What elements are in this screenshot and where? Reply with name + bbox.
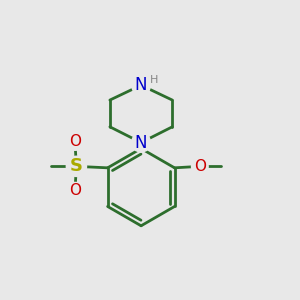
Circle shape bbox=[132, 133, 151, 152]
Circle shape bbox=[191, 158, 208, 175]
Text: O: O bbox=[69, 183, 81, 198]
Circle shape bbox=[132, 76, 151, 95]
Circle shape bbox=[67, 134, 83, 150]
Text: S: S bbox=[70, 157, 83, 175]
Circle shape bbox=[66, 156, 86, 176]
Text: N: N bbox=[135, 134, 147, 152]
Text: O: O bbox=[69, 134, 81, 149]
Circle shape bbox=[67, 182, 83, 199]
Text: H: H bbox=[149, 75, 158, 85]
Text: O: O bbox=[194, 159, 206, 174]
Text: N: N bbox=[135, 76, 147, 94]
